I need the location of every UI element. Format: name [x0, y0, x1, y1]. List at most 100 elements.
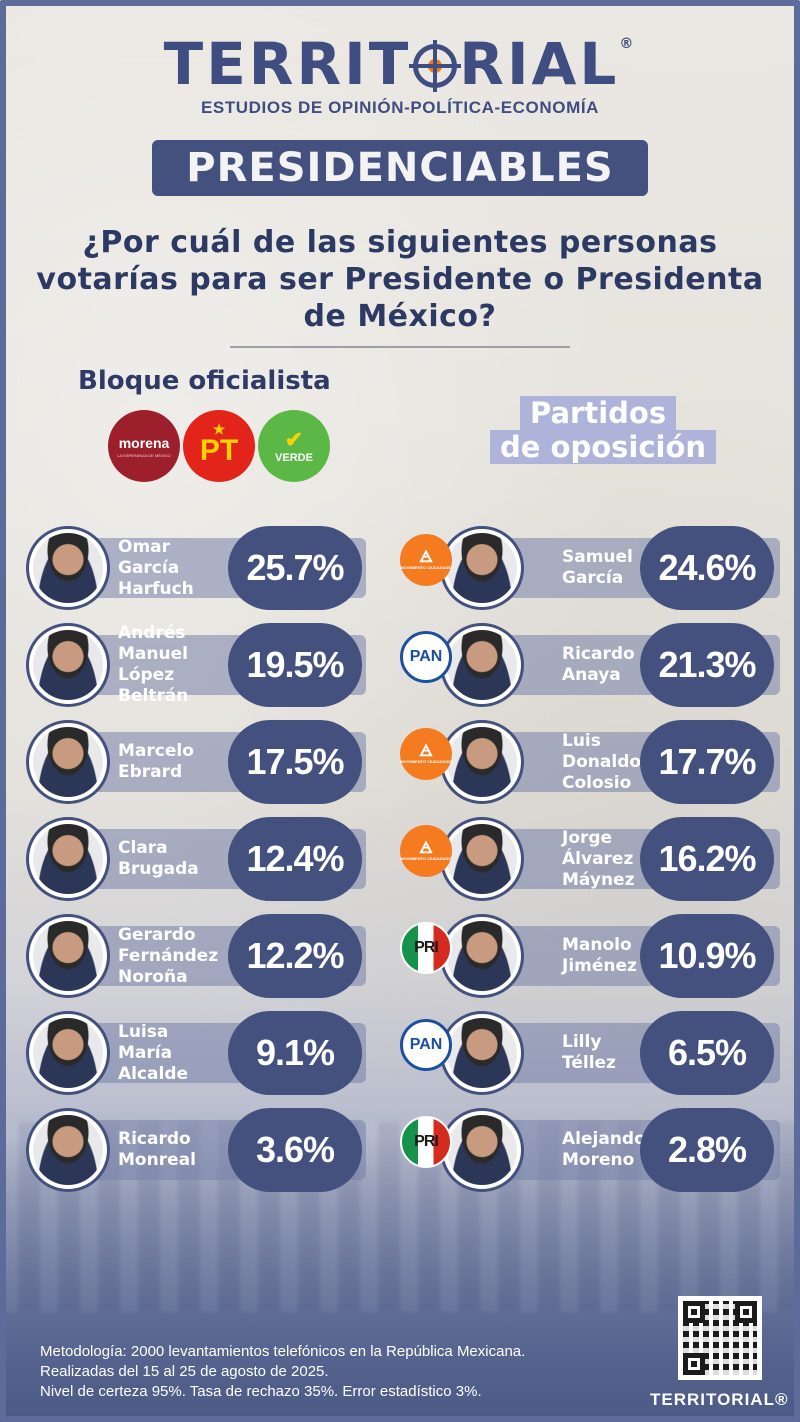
percentage-label: 24.6%: [640, 526, 774, 610]
candidate-photo: [26, 1108, 110, 1192]
percentage-label: 21.3%: [640, 623, 774, 707]
person-icon: [447, 1018, 517, 1088]
person-icon: [33, 533, 103, 603]
candidate-name: Luis Donaldo Colosio: [562, 730, 642, 793]
pan-party-logo: PAN: [400, 1019, 452, 1071]
percentage-label: 2.8%: [640, 1108, 774, 1192]
qr-code[interactable]: [678, 1296, 762, 1380]
candidate-name: Gerardo Fernández Noroña: [118, 924, 219, 987]
person-icon: [33, 1115, 103, 1185]
candidate-name: Ricardo Monreal: [118, 1129, 196, 1170]
person-icon: [33, 630, 103, 700]
candidate-row: Omar García Harfuch 25.7%: [0, 526, 800, 610]
percentage-label: 17.7%: [640, 720, 774, 804]
candidate-photo: [440, 623, 524, 707]
percentage-label: 19.5%: [228, 623, 362, 707]
right-block-title-line2: de oposición: [490, 430, 717, 464]
percentage-label: 10.9%: [640, 914, 774, 998]
pri-party-logo: PRI: [400, 922, 452, 974]
brand-text-start: TERRIT: [163, 30, 412, 98]
candidate-row: Andrés Manuel López Beltrán 19.5%: [0, 623, 800, 707]
candidate-name: Marcelo Ebrard: [118, 741, 194, 782]
brand-logo: TERRIT RIAL®: [0, 30, 800, 98]
person-icon: [33, 824, 103, 894]
candidate-name: Clara Brugada: [118, 838, 199, 879]
candidate-photo: [440, 817, 524, 901]
candidate-photo: [440, 720, 524, 804]
candidate-photo: [440, 1011, 524, 1095]
person-icon: [33, 1018, 103, 1088]
candidate-photo: [440, 1108, 524, 1192]
mc-party-logo: 🜁 MOVIMIENTO CIUDADANO: [400, 728, 452, 780]
target-icon: [409, 40, 462, 92]
person-icon: [33, 727, 103, 797]
candidate-name: Samuel García: [562, 547, 633, 588]
percentage-label: 12.2%: [228, 914, 362, 998]
candidate-row: Gerardo Fernández Noroña 12.2%: [0, 914, 800, 998]
person-icon: [447, 921, 517, 991]
candidate-name: Luisa María Alcalde: [118, 1021, 189, 1084]
percentage-label: 6.5%: [640, 1011, 774, 1095]
candidate-row: Clara Brugada 12.4%: [0, 817, 800, 901]
candidate-row: Marcelo Ebrard 17.5%: [0, 720, 800, 804]
percentage-label: 12.4%: [228, 817, 362, 901]
morena-logo: morena LA ESPERANZA DE MÉXICO: [108, 410, 180, 482]
right-block-title-line1: Partidos: [520, 396, 677, 430]
percentage-label: 9.1%: [228, 1011, 362, 1095]
candidate-photo: [26, 817, 110, 901]
footer-brand-text: TERRITORIAL: [650, 1390, 775, 1409]
person-icon: [447, 533, 517, 603]
eagle-icon: 🜁: [419, 839, 433, 857]
pri-party-logo: PRI: [400, 1116, 452, 1168]
candidate-name: Alejando Moreno: [562, 1129, 646, 1170]
candidate-photo: [26, 623, 110, 707]
mc-party-logo: 🜁 MOVIMIENTO CIUDADANO: [400, 825, 452, 877]
star-icon: ★: [212, 421, 226, 437]
candidate-row: Luis Donaldo Colosio 17.7% 🜁 MOVIMIENTO CIU…: [0, 720, 800, 804]
mc-label: MOVIMIENTO CIUDADANO: [400, 855, 452, 861]
person-icon: [447, 824, 517, 894]
candidate-row: Manolo Jiménez 10.9% PRI: [0, 914, 800, 998]
candidate-name: Omar García Harfuch: [118, 536, 194, 599]
footer-brand: TERRITORIAL®: [650, 1390, 789, 1410]
candidate-name: Ricardo Anaya: [562, 644, 635, 685]
morena-logo-sub: LA ESPERANZA DE MÉXICO: [117, 452, 171, 458]
verde-logo-label: VERDE: [275, 452, 313, 464]
percentage-label: 17.5%: [228, 720, 362, 804]
candidate-row: Alejando Moreno 2.8% PRI: [0, 1108, 800, 1192]
candidate-name: Manolo Jiménez: [562, 935, 637, 976]
candidate-photo: [440, 526, 524, 610]
candidate-row: Luisa María Alcalde 9.1%: [0, 1011, 800, 1095]
methodology-line-1: Metodología: 2000 levantamientos telefón…: [40, 1343, 526, 1360]
percentage-label: 16.2%: [640, 817, 774, 901]
percentage-label: 25.7%: [228, 526, 362, 610]
eagle-icon: 🜁: [419, 742, 433, 760]
divider: [230, 346, 570, 348]
footer-registered-mark: ®: [774, 1390, 789, 1409]
candidate-photo: [26, 720, 110, 804]
percentage-label: 3.6%: [228, 1108, 362, 1192]
eagle-icon: 🜁: [419, 548, 433, 566]
candidate-name: Andrés Manuel López Beltrán: [118, 623, 189, 706]
candidate-photo: [26, 1011, 110, 1095]
person-icon: [33, 921, 103, 991]
toucan-icon: ✔: [284, 427, 304, 452]
candidate-row: Ricardo Monreal 3.6%: [0, 1108, 800, 1192]
registered-mark: ®: [619, 36, 637, 52]
tagline: ESTUDIOS DE OPINIÓN-POLÍTICA-ECONOMÍA: [200, 98, 600, 117]
person-icon: [447, 1115, 517, 1185]
mc-label: MOVIMIENTO CIUDADANO: [400, 758, 452, 764]
right-block-title: Partidos de oposición: [490, 396, 717, 464]
candidate-row: Samuel García 24.6% 🜁 MOVIMIENTO CIUDADANO: [0, 526, 800, 610]
verde-logo: ✔ VERDE: [258, 410, 330, 482]
pan-party-logo: PAN: [400, 631, 452, 683]
candidate-name: Jorge Álvarez Máynez: [562, 827, 635, 890]
candidate-row: Ricardo Anaya 21.3% PAN: [0, 623, 800, 707]
mc-party-logo: 🜁 MOVIMIENTO CIUDADANO: [400, 534, 452, 586]
methodology-note: Metodología: 2000 levantamientos telefón…: [40, 1342, 525, 1402]
morena-logo-label: morena: [118, 434, 170, 451]
brand-text-end: RIAL: [459, 30, 620, 98]
pt-logo: ★ PT: [183, 410, 255, 482]
methodology-line-2: Realizadas del 15 al 25 de agosto de 202…: [40, 1363, 329, 1380]
candidate-row: Lilly Téllez 6.5% PAN: [0, 1011, 800, 1095]
